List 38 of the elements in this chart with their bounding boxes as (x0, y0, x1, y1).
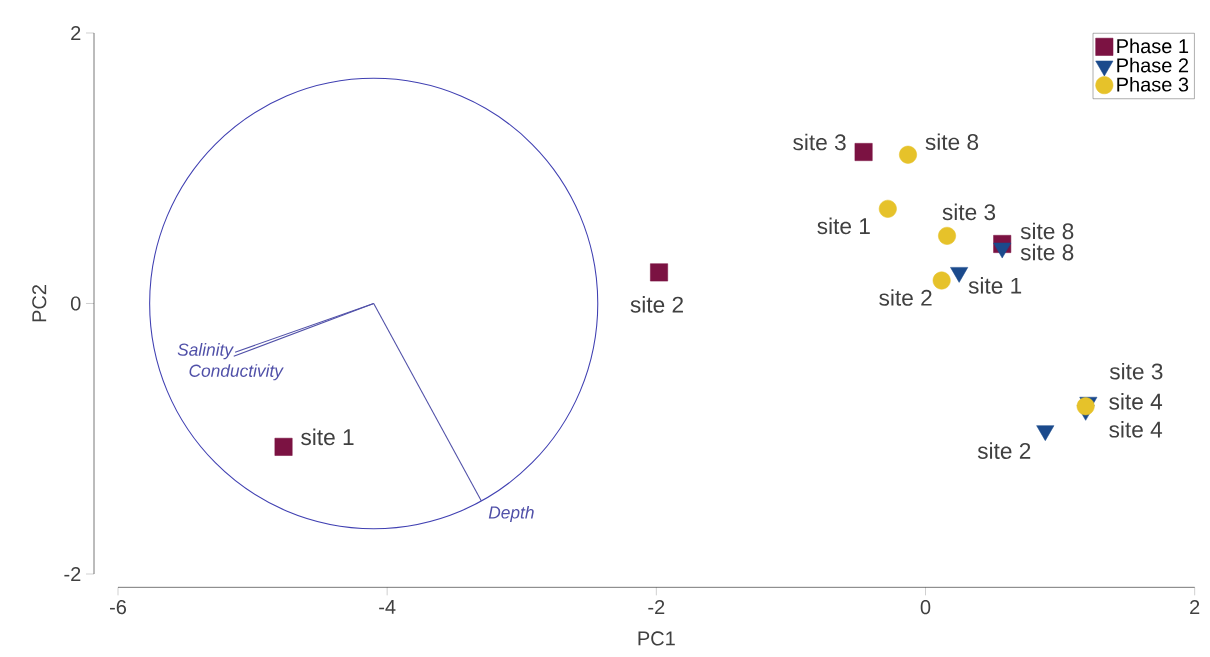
x-tick-label: -2 (648, 600, 665, 615)
series-label: Depth (488, 505, 534, 523)
point (899, 145, 917, 164)
data-label: site 1 (301, 428, 354, 446)
y-tick-label: 2 (71, 26, 81, 40)
x-tick-label: 2 (1190, 600, 1200, 615)
y-tick-label: 0 (70, 296, 81, 311)
legend-label: Phase 3 (1117, 76, 1189, 92)
point (1036, 425, 1055, 441)
data-label: site 2 (630, 296, 683, 313)
data-label: site 4 (1109, 393, 1163, 410)
x-axis-title: PC1 (638, 631, 675, 646)
data-label: site 8 (1020, 243, 1074, 261)
point (650, 263, 668, 282)
x-tick-label: 0 (920, 600, 931, 615)
data-label: site 2 (879, 289, 932, 306)
data-label: site 1 (968, 277, 1022, 294)
point (878, 199, 897, 218)
data-label: site 3 (793, 133, 846, 151)
legend-label: Phase 2 (1117, 57, 1189, 73)
point (938, 226, 956, 245)
y-tick-label: -2 (64, 567, 81, 581)
data-label: site 8 (1020, 222, 1074, 240)
data-label: site 2 (977, 442, 1031, 459)
data-label: site 3 (942, 203, 996, 221)
x-tick-label: -6 (109, 600, 127, 615)
data-label: site 1 (817, 217, 870, 235)
data-label: site 8 (925, 133, 979, 151)
point (854, 143, 873, 161)
data-label: site 4 (1109, 420, 1163, 438)
point (932, 271, 951, 290)
data-label: site 3 (1109, 362, 1163, 380)
x-tick-label: -4 (379, 600, 396, 614)
legend-label: Phase 1 (1117, 38, 1189, 54)
y-axis-title: PC2 (32, 285, 47, 322)
series-label: Salinity (177, 343, 234, 360)
series-label: Conductivity (189, 364, 284, 381)
point (274, 437, 293, 456)
